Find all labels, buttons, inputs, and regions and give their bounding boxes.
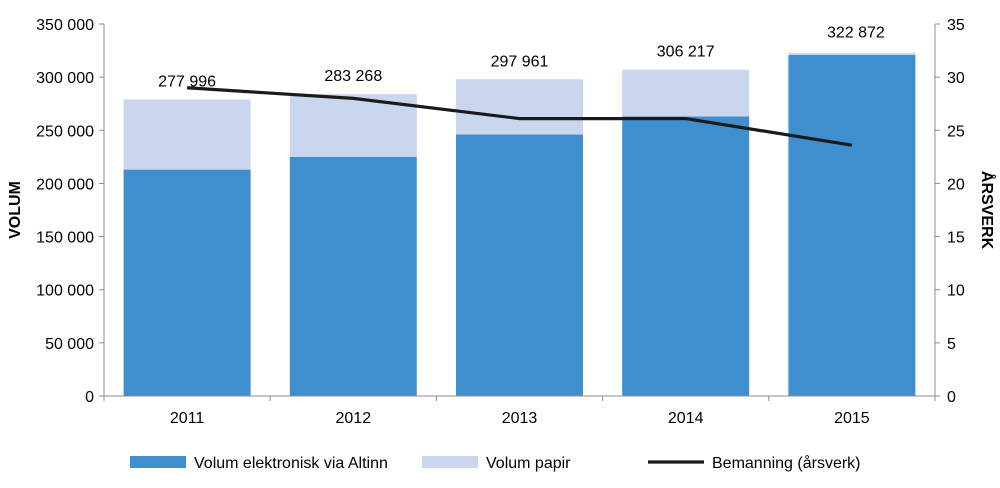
y-tick-label: 300 000 xyxy=(36,70,94,87)
x-tick-label: 2015 xyxy=(834,410,870,427)
y-tick-label: 0 xyxy=(85,389,94,406)
legend-label-0: Volum elektronisk via Altinn xyxy=(194,455,388,472)
bemanning-line xyxy=(186,86,853,147)
x-tick-label: 2014 xyxy=(668,410,704,427)
x-tick-label: 2011 xyxy=(170,410,205,427)
bar-group xyxy=(123,52,916,397)
bar-papir-2015 xyxy=(788,52,916,55)
bar-elektronisk-2015 xyxy=(788,54,916,397)
total-label-2012: 283 268 xyxy=(324,68,382,85)
y2-tick-label: 15 xyxy=(947,230,965,247)
legend-swatch-0 xyxy=(130,456,186,468)
bar-papir-2013 xyxy=(456,79,583,135)
data-labels: 277 996 283 268 297 961 306 217 322 872 xyxy=(158,25,885,91)
line-layer xyxy=(186,86,853,147)
x-tick-label: 2013 xyxy=(502,410,538,427)
y-tick-label: 250 000 xyxy=(36,123,94,140)
y-tick-label: 200 000 xyxy=(36,176,94,193)
legend-label-1: Volum papir xyxy=(486,455,571,472)
y-tick-label: 350 000 xyxy=(36,17,94,34)
total-label-2014: 306 217 xyxy=(657,44,715,61)
y-axis-title: VOLUM xyxy=(7,181,24,239)
total-label-2013: 297 961 xyxy=(491,53,549,70)
y2-axis-title: ÅRSVERK xyxy=(978,171,997,250)
x-tick-label: 2012 xyxy=(336,410,372,427)
bar-elektronisk-2011 xyxy=(123,169,251,396)
axes: 0 50 000 100 000 150 000 200 000 250 000 300 0… xyxy=(36,17,965,427)
bar-papir-2011 xyxy=(123,99,251,170)
y2-tick-label: 35 xyxy=(947,17,965,34)
legend-swatch-1 xyxy=(422,456,478,468)
y-tick-label: 150 000 xyxy=(36,230,94,247)
legend-label-2: Bemanning (årsverk) xyxy=(712,454,861,472)
bar-elektronisk-2014 xyxy=(622,116,750,397)
y2-tick-label: 25 xyxy=(947,123,965,140)
y2-tick-label: 0 xyxy=(947,389,956,406)
total-label-2011: 277 996 xyxy=(158,73,216,90)
bar-elektronisk-2012 xyxy=(289,156,417,396)
y2-tick-label: 10 xyxy=(947,283,965,300)
y-tick-label: 100 000 xyxy=(36,283,94,300)
y2-tick-label: 5 xyxy=(947,336,956,353)
total-label-2015: 322 872 xyxy=(827,25,885,42)
y-tick-label: 50 000 xyxy=(45,336,94,353)
bar-papir-2014 xyxy=(622,69,750,117)
y2-tick-label: 20 xyxy=(947,176,965,193)
y2-tick-label: 30 xyxy=(947,70,965,87)
legend: Volum elektronisk via Altinn Volum papir B… xyxy=(130,454,861,472)
bar-elektronisk-2013 xyxy=(456,134,583,396)
